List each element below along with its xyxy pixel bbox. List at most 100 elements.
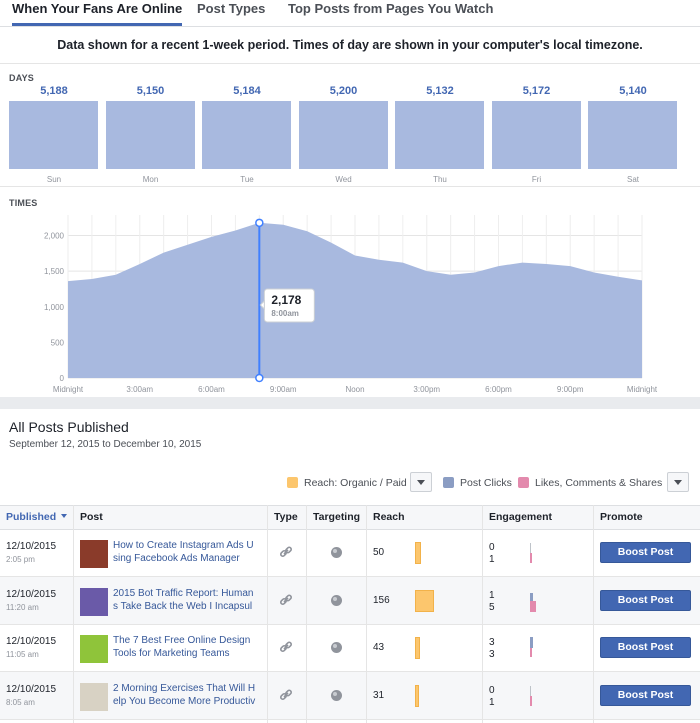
day-bar-sat[interactable] [588,101,677,169]
hover-marker-point[interactable] [255,218,264,228]
day-value-sun: 5,188 [40,85,68,97]
x-tick-label: 9:00am [270,385,297,394]
day-bar-tue[interactable] [202,101,291,169]
post-clicks-bar [530,592,533,601]
day-label-sun: Sun [46,175,62,184]
column-divider [366,505,367,723]
tab-post-types[interactable]: Post Types [197,1,266,16]
post-title-line: How to Create Instagram Ads U [113,540,254,551]
column-divider [267,505,268,723]
day-bar-mon[interactable] [105,101,195,169]
engagement-dropdown-button[interactable] [667,472,689,492]
reach-dropdown-button[interactable] [410,472,432,492]
x-tick-label: 9:00pm [557,385,584,394]
boost-post-button[interactable]: Boost Post [600,684,691,706]
tooltip-value: 2,178 [271,293,301,307]
likes-bar [530,553,532,563]
times-chart: 0 500 1,000 1,500 2,000 Midnight 3:00am 6:00am 9… [44,215,658,394]
public-globe-icon [331,689,342,701]
section-gap [0,397,700,409]
link-type-icon [279,593,293,605]
column-divider [482,505,483,723]
post-thumbnail[interactable] [80,682,108,711]
x-tick-label: 3:00pm [413,385,440,394]
legend-reach-label: Reach: Organic / Paid [304,477,407,489]
table-row: 12/10/2015 8:05 am 2 Morning Exercises Tha… [0,671,700,720]
column-divider [593,505,594,723]
post-thumbnail[interactable] [80,540,108,568]
post-clicks-bar [530,637,533,648]
reach-bar[interactable] [415,637,420,659]
public-globe-icon [331,594,342,606]
post-date: 12/10/2015 [6,541,57,552]
day-bar-fri[interactable] [491,101,581,169]
column-divider [73,505,74,723]
day-bar-sun[interactable] [9,101,98,169]
post-date: 12/10/2015 [6,636,57,647]
post-time: 8:05 am [6,697,35,707]
likes-count: 1 [489,696,495,708]
post-title-link[interactable]: The 7 Best Free Online Design Tools for M… [113,634,259,660]
post-reach: 43 [373,642,385,653]
post-title-link[interactable]: How to Create Instagram Ads U sing Facebo… [113,539,259,565]
legend-engagement-label: Likes, Comments & Shares [535,477,663,489]
likes-count: 3 [489,649,495,660]
day-value-sat: 5,140 [619,85,647,97]
x-tick-label: Midnight [627,385,658,394]
times-label: TIMES [9,198,38,208]
legend-reach: Reach: Organic / Paid [287,473,407,493]
day-value-fri: 5,172 [522,85,551,97]
post-title-line: 2015 Bot Traffic Report: Human [113,587,254,599]
column-published[interactable]: Published [6,506,67,529]
post-thumbnail[interactable] [80,587,108,616]
link-type-icon [279,546,293,558]
likes-count: 1 [489,554,495,565]
fans-online-area[interactable] [68,222,642,378]
reach-bar[interactable] [415,589,434,612]
legend-engagement: Likes, Comments & Shares [518,473,662,493]
reach-swatch [287,477,298,488]
link-type-icon [279,641,293,653]
likes-count: 5 [489,601,495,613]
posts-date-range: September 12, 2015 to December 10, 2015 [9,439,202,450]
reach-bar[interactable] [415,542,421,564]
y-tick-label: 1,500 [44,267,65,276]
post-thumbnail[interactable] [80,635,108,663]
day-label-tue: Tue [240,175,254,184]
day-label-mon: Mon [142,175,159,184]
column-post: Post [80,511,103,523]
post-clicks-swatch [443,477,454,488]
divider [0,186,700,187]
boost-post-button[interactable]: Boost Post [600,637,691,658]
legend-post-clicks: Post Clicks [443,473,512,493]
days-label: DAYS [9,73,34,83]
reach-bar[interactable] [415,684,419,707]
y-tick-label: 0 [60,374,65,383]
tab-fans-online[interactable]: When Your Fans Are Online [12,0,183,26]
x-tick-label: Noon [345,385,364,394]
day-value-mon: 5,150 [136,85,165,97]
column-engagement: Engagement [489,511,553,523]
likes-bar [530,600,536,612]
column-promote: Promote [600,511,643,523]
engagement-swatch [518,477,529,488]
post-time: 11:20 am [6,602,39,612]
post-title-link[interactable]: 2015 Bot Traffic Report: Human s Take Bac… [113,587,259,613]
post-clicks-count: 3 [489,637,495,648]
column-type: Type [274,511,298,523]
post-date: 12/10/2015 [6,588,57,600]
insights-tab-bar: When Your Fans Are Online Post Types Top… [0,0,700,27]
day-value-thu: 5,132 [426,85,454,97]
column-targeting: Targeting [313,511,361,523]
post-clicks-bar [530,543,531,553]
public-globe-icon [331,642,342,653]
boost-post-button[interactable]: Boost Post [600,589,691,611]
day-bar-thu[interactable] [395,101,484,169]
tab-top-posts-pages-watched[interactable]: Top Posts from Pages You Watch [288,1,494,16]
boost-post-button[interactable]: Boost Post [600,542,691,563]
day-bar-wed[interactable] [298,101,388,169]
table-row: 12/10/2015 11:05 am The 7 Best Free Online… [0,624,700,672]
timezone-notice: Data shown for a recent 1-week period. T… [0,27,700,64]
post-reach: 31 [373,689,385,701]
